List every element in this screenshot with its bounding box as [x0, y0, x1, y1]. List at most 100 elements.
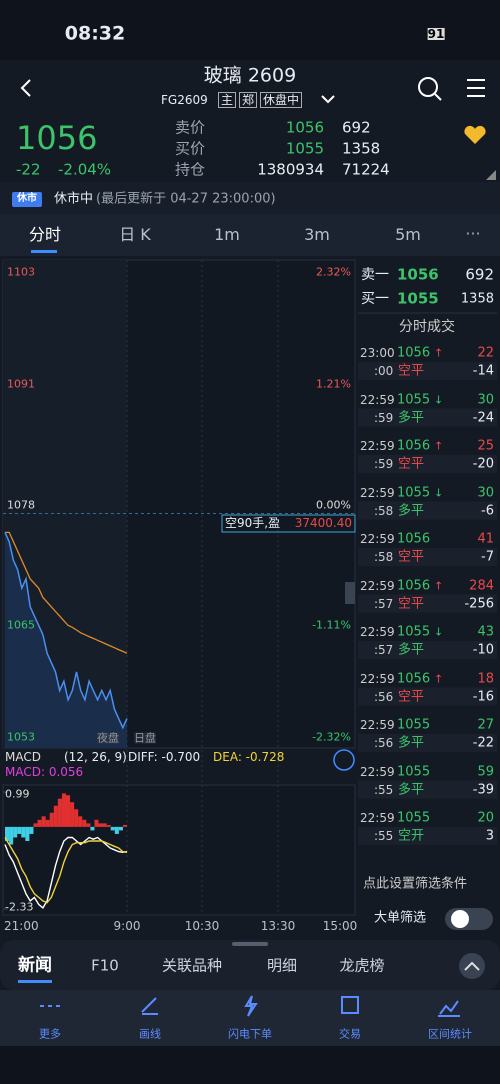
- toolbar-button[interactable]: 更多: [39, 1027, 61, 1041]
- trade-time: 22:59: [360, 718, 395, 732]
- trade-oi: 3: [485, 828, 494, 844]
- profit: 37400.40: [294, 516, 352, 530]
- title: 玻璃 2609: [203, 64, 297, 87]
- row-bg: [358, 734, 497, 752]
- svg-text:···: ···: [465, 224, 480, 243]
- menu-icon[interactable]: [467, 79, 485, 97]
- trade-seconds: :00: [374, 364, 394, 378]
- trade-time: 22:59: [360, 671, 395, 686]
- quote-value: 1056: [285, 118, 324, 137]
- macd-bar: [110, 826, 115, 831]
- fade: [358, 858, 497, 866]
- session-label: 夜盘: [97, 731, 119, 745]
- macd-bar: [17, 826, 22, 834]
- trade-oi: -20: [472, 456, 494, 472]
- row-bg: [358, 594, 497, 613]
- trade-type: 空平: [398, 689, 425, 704]
- trade-seconds: :58: [374, 503, 394, 518]
- toolbar-button[interactable]: 交易: [339, 1027, 361, 1041]
- trade-type: 空平: [398, 596, 425, 611]
- quote-value: 1055: [285, 139, 324, 158]
- trade-seconds: :58: [374, 550, 394, 564]
- session-label: 日盘: [134, 731, 156, 745]
- trade-seconds: :56: [374, 689, 394, 704]
- macd-bar: [78, 816, 83, 827]
- toolbar-button[interactable]: 画线: [139, 1027, 161, 1041]
- trade-price: 1056: [397, 671, 431, 686]
- trade-type: 多平: [398, 735, 425, 751]
- avg-line: [5, 531, 128, 654]
- status-text: 休市中: [54, 191, 94, 207]
- bottom-tab[interactable]: F10: [91, 956, 119, 975]
- macd-bar: [106, 825, 111, 827]
- bottom-tab[interactable]: 关联品种: [161, 956, 223, 975]
- trade-seconds: :59: [374, 457, 394, 471]
- period-tab[interactable]: 3m: [304, 225, 330, 244]
- trade-time: 22:59: [360, 439, 395, 453]
- period-tab[interactable]: 日 K: [119, 225, 151, 244]
- tag: 休盘中: [260, 92, 303, 108]
- trade-price: 1055: [397, 624, 431, 640]
- trade-type: 多平: [398, 503, 425, 518]
- book-price: 1056: [397, 265, 439, 284]
- period-tab[interactable]: 分时: [28, 225, 62, 244]
- toolbar-button[interactable]: 区间统计: [428, 1027, 472, 1041]
- row-bg: [358, 641, 497, 659]
- y-tick-label: 1065: [7, 618, 35, 632]
- book-price: 1055: [397, 289, 439, 308]
- quote-value: 1380934: [257, 160, 324, 179]
- dea-line: [4, 837, 128, 904]
- trade-seconds: :57: [374, 596, 394, 611]
- trade-arrow: ↓: [434, 393, 444, 406]
- macd-bar: [86, 823, 91, 827]
- x-tick-label: 9:00: [113, 919, 141, 933]
- trade-volume: 284: [469, 578, 494, 593]
- macd-bar: [25, 826, 30, 841]
- trade-volume: 22: [477, 345, 494, 361]
- trade-time: 22:59: [360, 811, 395, 825]
- y-tick-label: 0.99: [5, 787, 30, 801]
- search-icon[interactable]: [418, 77, 438, 97]
- y-tick-label: 1091: [7, 377, 35, 391]
- trade-oi: -7: [481, 549, 494, 565]
- trade-price: 1056: [397, 438, 431, 454]
- row-bg: [358, 780, 497, 799]
- macd-bar: [74, 809, 79, 827]
- trade-time: 22:59: [360, 485, 395, 500]
- section-title: 分时成交: [399, 319, 455, 335]
- macd-bar: [66, 795, 71, 827]
- trade-time: 22:59: [360, 764, 395, 779]
- back-icon[interactable]: [20, 79, 31, 97]
- y-tick-label: 1053: [7, 730, 35, 744]
- trade-volume: 41: [477, 531, 494, 547]
- trade-oi: -10: [472, 642, 494, 658]
- trade-volume: 30: [477, 392, 494, 407]
- row-bg: [358, 408, 497, 427]
- macd-bar: [122, 824, 127, 827]
- update-time: (最后更新于 04-27 23:00:00): [96, 191, 276, 207]
- bottom-tab[interactable]: 龙虎榜: [339, 956, 385, 975]
- bottom-tab[interactable]: 明细: [266, 956, 298, 975]
- trade-oi: -24: [472, 410, 494, 425]
- trade-oi: -22: [472, 735, 494, 751]
- macd-bar: [57, 798, 62, 827]
- tag: 主: [218, 92, 237, 108]
- trade-volume: 18: [477, 671, 494, 686]
- favorite-icon[interactable]: [464, 125, 486, 144]
- period-tab[interactable]: 5m: [395, 225, 421, 244]
- trade-price: 1055: [397, 717, 431, 733]
- trade-volume: 25: [477, 438, 494, 454]
- macd-bar: [114, 826, 119, 834]
- period-tab[interactable]: 1m: [214, 225, 240, 244]
- toolbar-button[interactable]: 闪电下单: [228, 1027, 272, 1041]
- x-tick-label: 21:00: [4, 919, 39, 933]
- trade-oi: -6: [481, 503, 494, 518]
- macd-bar: [53, 805, 58, 827]
- macd-bar: [82, 819, 87, 827]
- macd-bar: [13, 826, 18, 838]
- bottom-tab[interactable]: 新闻: [18, 955, 52, 976]
- filter-link[interactable]: 点此设置筛选条件: [363, 876, 468, 892]
- trade-seconds: :55: [374, 829, 394, 843]
